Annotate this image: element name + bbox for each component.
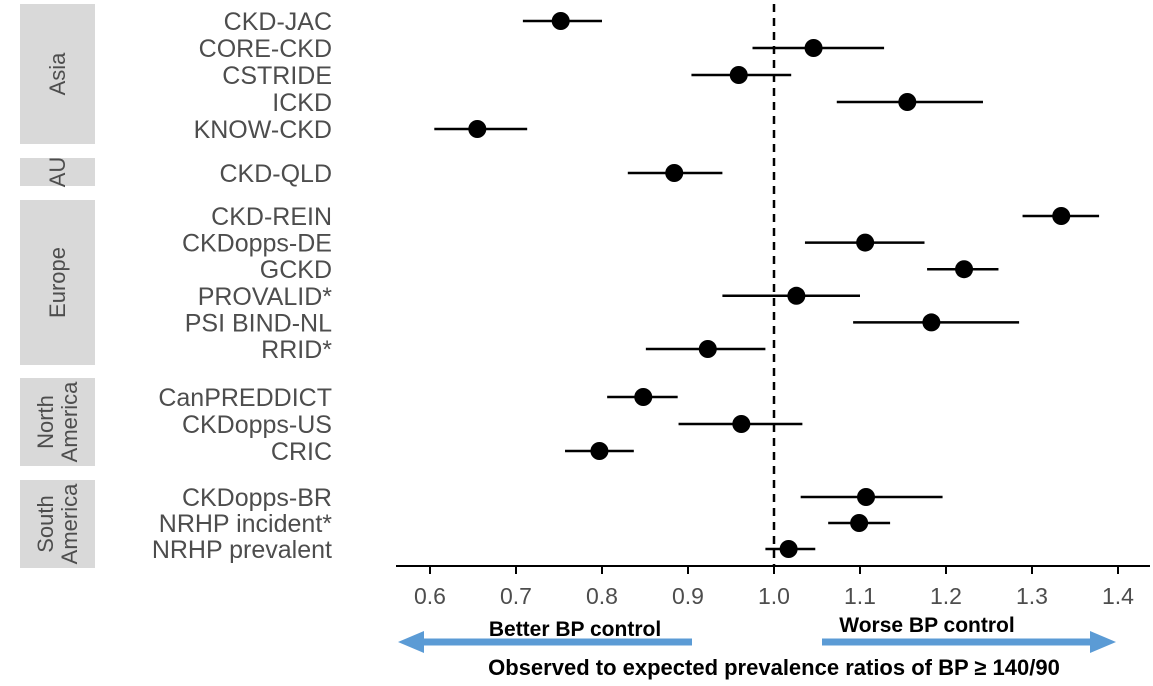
point-estimate-ckdopps-de — [856, 233, 875, 252]
point-estimate-know-ckd — [468, 120, 487, 138]
x-tick-label: 1.0 — [758, 583, 790, 609]
study-label-ckd-rein: CKD-REIN — [211, 203, 332, 231]
study-label-know-ckd: KNOW-CKD — [194, 116, 332, 144]
region-strips: Asia AU Europe NorthAmerica SouthAmerica — [20, 4, 95, 568]
study-label-ckdopps-de: CKDopps-DE — [182, 230, 332, 258]
point-estimate-gckd — [955, 260, 974, 279]
better-bp-annotation: Better BP control — [398, 618, 692, 653]
region-label-au: AU — [45, 157, 70, 188]
point-estimate-ckdopps-br — [857, 488, 876, 506]
point-estimate-nrhp-prevalent — [779, 540, 798, 558]
region-strip-asia — [20, 4, 95, 144]
point-estimate-cstride — [729, 66, 748, 84]
x-tick-label: 0.6 — [414, 583, 446, 609]
x-axis-title: Observed to expected prevalence ratios o… — [488, 655, 1060, 680]
region-label-asia: Asia — [45, 52, 70, 96]
point-estimate-canpreddict — [634, 388, 653, 406]
x-tick-label: 1.3 — [1016, 583, 1048, 609]
study-label-cstride: CSTRIDE — [222, 62, 332, 90]
study-label-ckdopps-us: CKDopps-US — [182, 411, 332, 439]
point-estimate-ckdopps-us — [732, 415, 751, 433]
x-tick-label: 0.8 — [586, 583, 618, 609]
x-tick-label: 1.2 — [930, 583, 962, 609]
point-estimate-rrid — [698, 340, 717, 358]
study-label-nrhp-prevalent: NRHP prevalent — [152, 536, 332, 564]
region-label-europe: Europe — [45, 247, 70, 318]
point-estimate-core-ckd — [804, 39, 823, 57]
study-label-nrhp-incident: NRHP incident* — [159, 510, 333, 538]
region-strip-europe — [20, 200, 95, 365]
point-estimate-ckd-rein — [1052, 207, 1071, 225]
worse-bp-label: Worse BP control — [839, 614, 1014, 637]
study-label-ickd: ICKD — [272, 89, 332, 117]
study-label-canpreddict: CanPREDDICT — [158, 384, 332, 412]
point-estimate-provalid — [787, 286, 806, 305]
point-estimate-ckd-jac — [551, 12, 570, 30]
forest-marks — [434, 12, 1100, 558]
region-label-south-america: SouthAmerica — [33, 483, 82, 564]
study-label-core-ckd: CORE-CKD — [199, 35, 332, 63]
study-label-ckdopps-br: CKDopps-BR — [182, 484, 332, 512]
worse-bp-annotation: Worse BP control — [822, 614, 1116, 653]
region-label-north-america: NorthAmerica — [33, 381, 82, 462]
x-tick-label: 0.9 — [672, 583, 704, 609]
point-estimate-psi-bind-nl — [922, 313, 941, 332]
x-tick-label: 1.4 — [1102, 583, 1134, 609]
point-estimate-nrhp-incident — [850, 514, 869, 532]
study-label-psi-bind-nl: PSI BIND-NL — [185, 309, 332, 337]
x-tick-label: 1.1 — [844, 583, 876, 609]
better-bp-arrow-head — [398, 631, 424, 653]
point-estimate-cric — [590, 442, 609, 460]
region-strip-au — [20, 158, 95, 186]
study-label-ckd-jac: CKD-JAC — [224, 8, 332, 36]
study-label-cric: CRIC — [271, 438, 332, 466]
study-label-provalid: PROVALID* — [198, 283, 333, 311]
study-label-gckd: GCKD — [260, 256, 332, 284]
x-tick-label: 0.7 — [500, 583, 532, 609]
point-estimate-ickd — [898, 93, 917, 111]
study-label-rrid: RRID* — [261, 336, 332, 364]
better-bp-label: Better BP control — [489, 618, 661, 641]
x-axis: 0.6 0.7 0.8 0.9 1.0 1.1 1.2 1.3 1.4 — [396, 565, 1150, 609]
point-estimate-ckd-qld — [665, 164, 684, 182]
worse-bp-arrow-head — [1090, 631, 1116, 653]
study-label-ckd-qld: CKD-QLD — [219, 160, 332, 188]
region-strip-south-america — [20, 480, 95, 568]
region-strip-north-america — [20, 378, 95, 466]
